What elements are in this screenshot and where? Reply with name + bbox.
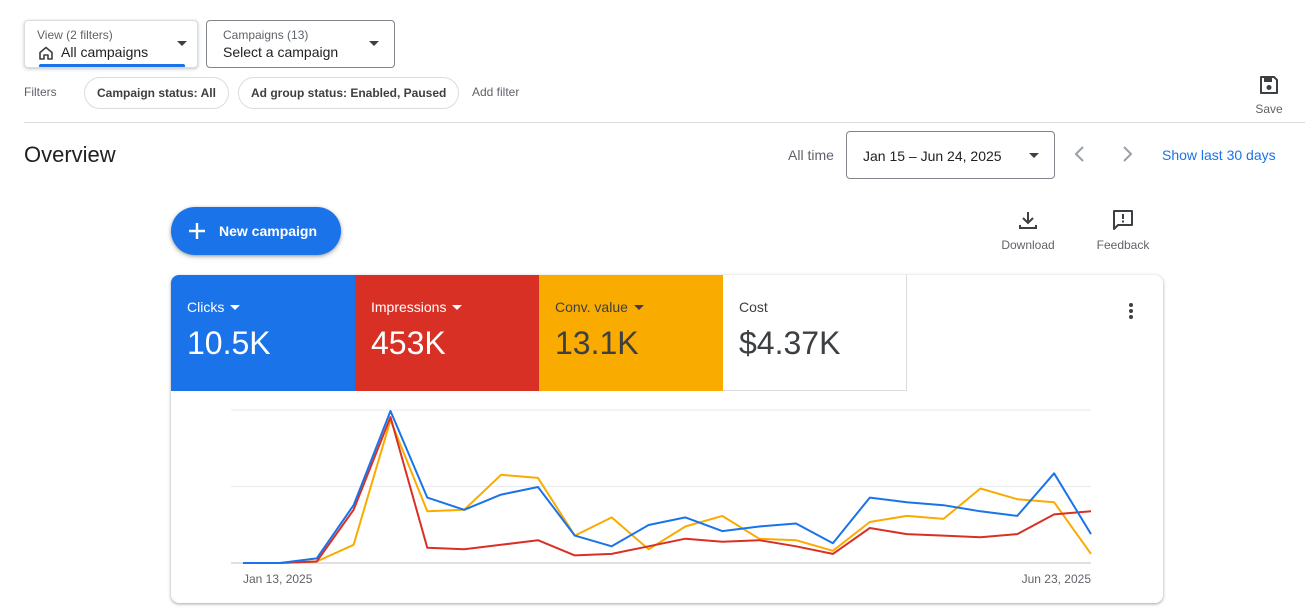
x-tick-label: Jan 13, 2025 — [243, 572, 313, 586]
download-icon — [1019, 212, 1037, 229]
metric-tile-impressions[interactable]: Impressions 453K — [355, 275, 539, 391]
caret-down-icon — [230, 304, 241, 310]
add-filter-link[interactable]: Add filter — [472, 85, 520, 99]
caret-down-icon — [633, 304, 644, 310]
show-last-30-days-link[interactable]: Show last 30 days — [1162, 147, 1276, 163]
metric-label: Impressions — [371, 299, 447, 315]
metric-tile-clicks[interactable]: Clicks 10.5K — [171, 275, 355, 391]
performance-card: Clicks 10.5K Impressions 453K Conv. valu… — [171, 275, 1163, 603]
metric-value: 453K — [371, 325, 446, 361]
chevron-down-icon — [177, 41, 187, 46]
view-selector-value: All campaigns — [61, 44, 149, 60]
new-campaign-button[interactable]: New campaign — [171, 207, 341, 255]
campaign-selector-value: Select a campaign — [223, 44, 339, 60]
page-title: Overview — [24, 142, 116, 167]
series-line-conv-value — [243, 419, 1092, 564]
metric-value: 10.5K — [187, 325, 271, 361]
view-selector-caption: View (2 filters) — [37, 28, 113, 42]
metric-label: Conv. value — [555, 299, 628, 315]
campaign-selector[interactable]: Campaigns (13) Select a campaign — [206, 20, 395, 68]
next-period-button[interactable] — [1115, 142, 1139, 166]
chevron-down-icon — [369, 41, 379, 46]
download-label: Download — [1001, 238, 1055, 252]
metric-label: Cost — [739, 299, 768, 315]
new-campaign-label: New campaign — [219, 223, 318, 239]
metric-value: $4.37K — [739, 325, 841, 361]
save-label: Save — [1255, 102, 1283, 116]
home-icon — [38, 45, 54, 61]
view-selector-underline — [39, 64, 185, 67]
date-preset-label: All time — [788, 147, 834, 163]
series-line-impressions — [243, 416, 1092, 564]
previous-period-button[interactable] — [1068, 142, 1092, 166]
save-button[interactable]: Save — [1248, 72, 1290, 118]
caret-down-icon — [452, 304, 463, 310]
feedback-icon — [1113, 210, 1133, 230]
chevron-right-icon — [1123, 146, 1133, 162]
more-options-button[interactable] — [1121, 299, 1141, 323]
filters-label: Filters — [24, 85, 57, 99]
more-vert-icon — [1129, 303, 1133, 319]
header-divider — [24, 122, 1305, 123]
series-line-clicks — [243, 410, 1092, 564]
filter-chip-ad-group-status[interactable]: Ad group status: Enabled, Paused — [238, 77, 460, 109]
filter-chip-campaign-status[interactable]: Campaign status: All — [84, 77, 229, 109]
download-button[interactable]: Download — [996, 208, 1060, 252]
metric-label: Clicks — [187, 299, 225, 315]
date-range-value: Jan 15 – Jun 24, 2025 — [863, 148, 1002, 164]
date-range-picker[interactable]: Jan 15 – Jun 24, 2025 — [846, 131, 1055, 179]
feedback-button[interactable]: Feedback — [1092, 208, 1154, 252]
chevron-down-icon — [1029, 153, 1039, 158]
campaign-selector-caption: Campaigns (13) — [223, 28, 309, 42]
performance-chart: Jan 13, 2025 Jun 23, 2025 — [231, 409, 1092, 586]
metric-tile-conv-value[interactable]: Conv. value 13.1K — [539, 275, 723, 391]
plus-icon — [189, 223, 205, 239]
feedback-label: Feedback — [1096, 238, 1150, 252]
metric-tile-cost[interactable]: Cost $4.37K — [723, 275, 907, 391]
view-selector[interactable]: View (2 filters) All campaigns — [24, 20, 198, 68]
x-tick-label: Jun 23, 2025 — [1022, 572, 1092, 586]
save-icon — [1258, 74, 1280, 96]
metric-value: 13.1K — [555, 325, 639, 361]
chevron-left-icon — [1074, 146, 1084, 162]
